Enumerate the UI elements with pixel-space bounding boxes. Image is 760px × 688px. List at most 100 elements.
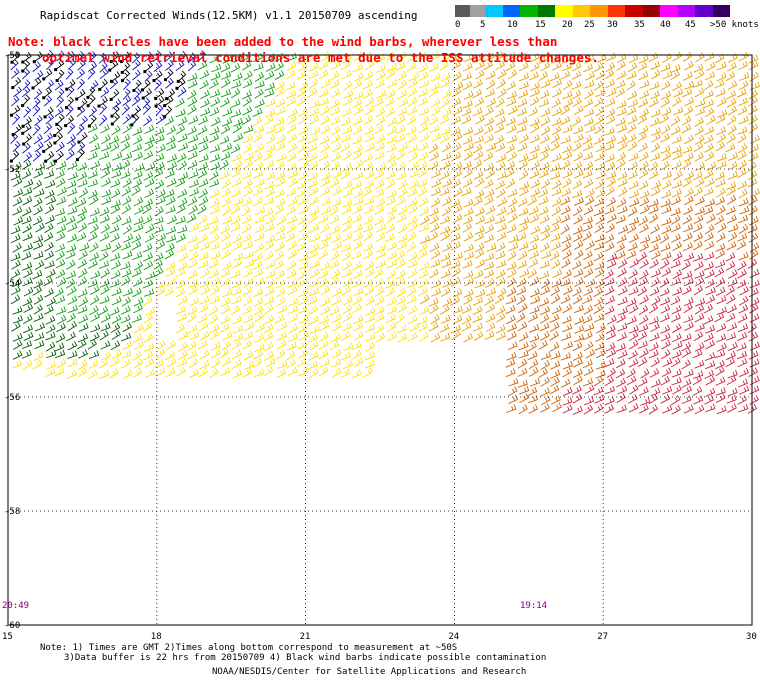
wind-barb [321, 196, 331, 207]
wind-barb [23, 286, 34, 297]
wind-barb [648, 303, 659, 314]
wind-barb [288, 177, 298, 188]
wind-barb [549, 313, 560, 323]
wind-barb [518, 72, 529, 82]
wind-barb [670, 313, 681, 323]
wind-barb [165, 261, 176, 271]
wind-barb [440, 98, 450, 109]
wind-barb [100, 243, 112, 252]
wind-barb [519, 393, 529, 404]
wind-barb [44, 189, 55, 199]
wind-barb [681, 333, 692, 342]
wind-barb [506, 124, 517, 134]
contamination-marker [77, 106, 81, 110]
wind-barb [505, 116, 516, 126]
wind-barb [638, 142, 648, 153]
wind-barb [450, 198, 461, 208]
wind-barb [254, 98, 265, 108]
wind-barb [649, 61, 661, 70]
wind-barb [23, 106, 32, 118]
wind-barb [34, 141, 44, 153]
wind-barb [55, 59, 65, 70]
wind-barb [252, 357, 263, 368]
wind-barb [704, 125, 715, 136]
wind-barb [166, 153, 178, 163]
contamination-marker [32, 60, 36, 64]
wind-barb [616, 70, 627, 80]
wind-barb [177, 171, 189, 181]
wind-barb [189, 187, 200, 197]
wind-barb [199, 223, 210, 233]
wind-barb [275, 225, 286, 235]
wind-barb [584, 54, 595, 64]
wind-barb [153, 216, 164, 225]
wind-barb [483, 179, 494, 189]
wind-barb [166, 234, 177, 243]
wind-barb [538, 196, 549, 206]
wind-barb [463, 90, 474, 100]
wind-barb [189, 242, 200, 252]
wind-barb [56, 322, 66, 333]
wind-barb [219, 159, 229, 170]
wind-barb [351, 250, 362, 260]
wind-barb [287, 143, 298, 153]
wind-barb [396, 324, 408, 334]
wind-barb [626, 249, 637, 260]
wind-barb [265, 358, 276, 368]
wind-barb [725, 357, 736, 368]
wind-barb [298, 114, 308, 125]
wind-barb [77, 171, 88, 181]
wind-barb [462, 62, 473, 72]
wind-barb [505, 358, 516, 368]
wind-barb [386, 152, 396, 163]
wind-barb [198, 135, 209, 145]
wind-barb [650, 127, 661, 136]
wind-barb [451, 97, 462, 108]
wind-barb [704, 395, 715, 405]
wind-barb [737, 126, 748, 135]
wind-barb [166, 142, 177, 152]
wind-barb [595, 348, 606, 359]
wind-barb [430, 314, 440, 325]
wind-barb [629, 384, 639, 395]
wind-barb [429, 214, 439, 225]
wind-barb [209, 89, 221, 99]
wind-barb [727, 152, 739, 161]
wind-barb [539, 90, 550, 100]
wind-barb [430, 279, 441, 289]
wind-barb [121, 350, 132, 359]
wind-barb [461, 187, 472, 197]
wind-barb [253, 305, 264, 316]
wind-barb [166, 125, 177, 136]
wind-barb [32, 285, 43, 296]
wind-barb [725, 205, 736, 215]
wind-barb [485, 303, 496, 314]
contamination-marker [9, 159, 13, 163]
wind-barb [187, 324, 198, 334]
wind-barb [530, 160, 540, 171]
wind-barb [384, 233, 395, 242]
wind-barb [605, 108, 616, 118]
wind-barb [407, 187, 418, 197]
wind-barb [254, 224, 265, 233]
wind-barb [571, 80, 582, 90]
wind-barb [594, 179, 605, 190]
contamination-marker [97, 104, 101, 108]
wind-barb [572, 141, 582, 152]
contamination-marker [54, 68, 58, 72]
wind-barb [112, 98, 122, 109]
wind-barb [330, 116, 341, 126]
wind-barb [45, 315, 56, 325]
wind-barb [22, 195, 33, 206]
wind-barb [747, 105, 758, 116]
wind-barb [396, 161, 406, 172]
wind-barb [318, 269, 329, 279]
wind-barb [583, 250, 593, 261]
wind-barb [615, 79, 626, 89]
wind-barb [428, 231, 439, 242]
wind-barb [626, 71, 637, 80]
wind-barb [221, 206, 232, 216]
wind-barb [461, 304, 472, 314]
wind-barb [527, 386, 538, 397]
wind-barb [672, 341, 683, 350]
